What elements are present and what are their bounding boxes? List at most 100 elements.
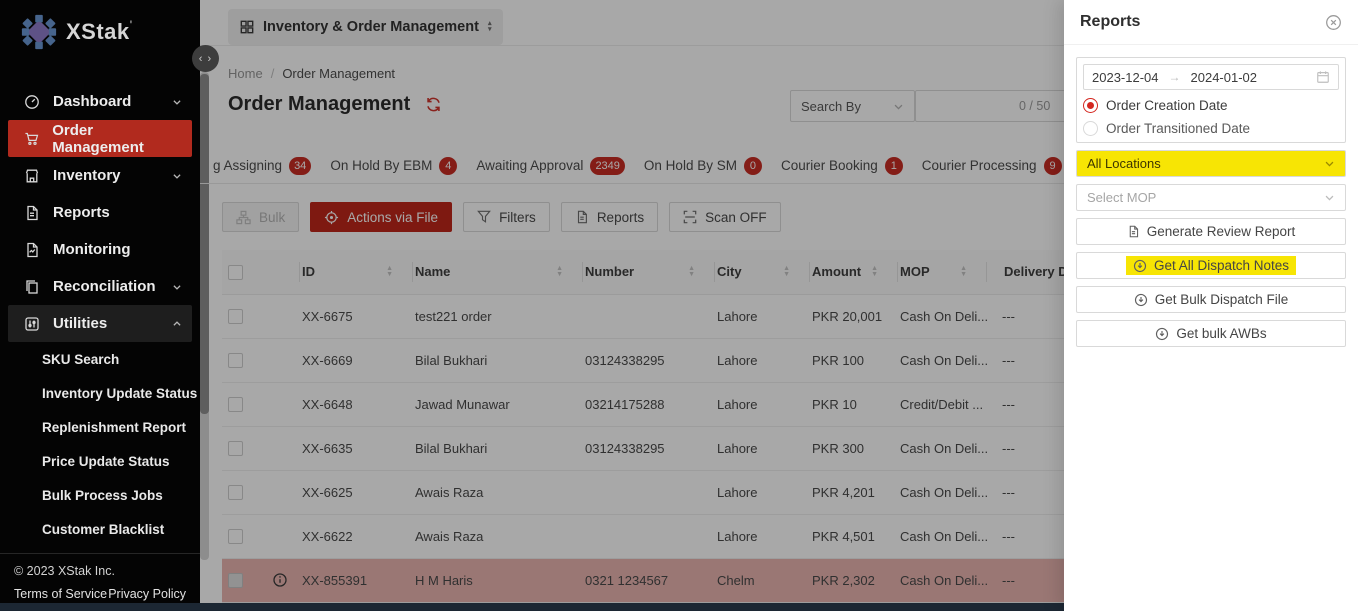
sidebar-subitem-replenishment-report[interactable]: Replenishment Report	[0, 410, 200, 444]
file-icon	[577, 210, 587, 224]
locations-select[interactable]: All Locations	[1076, 150, 1346, 177]
row-checkbox[interactable]	[228, 441, 243, 457]
select-all-checkbox[interactable]	[228, 264, 243, 280]
privacy-link[interactable]: Privacy Policy	[108, 587, 186, 601]
table-row-highlighted[interactable]: XX-855391 H M Haris 0321 1234567 Chelm PKR …	[222, 558, 1064, 603]
table-row[interactable]: XX-6669 Bilal Bukhari 03124338295 Lahore PK…	[222, 338, 1064, 383]
tab-label: Courier Processing	[921, 158, 1037, 173]
sidebar-item-monitoring[interactable]: Monitoring	[8, 231, 192, 268]
radio-selected-icon[interactable]	[1083, 98, 1098, 113]
filters-button-label: Filters	[499, 209, 536, 225]
refresh-icon[interactable]	[425, 96, 442, 113]
sort-icon[interactable]: ▲ ▼	[960, 264, 967, 278]
terms-link[interactable]: Terms of Service	[14, 587, 108, 601]
radio-unselected-icon[interactable]	[1083, 121, 1098, 136]
row-checkbox[interactable]	[228, 485, 243, 501]
chevron-down-icon	[1325, 195, 1334, 201]
app-switcher-button[interactable]: Inventory & Order Management ▴ ▾	[228, 9, 504, 45]
calendar-icon	[1317, 71, 1329, 83]
drawer-mask-overlay[interactable]	[200, 0, 1064, 611]
sidebar-item-label: Inventory	[53, 167, 121, 184]
generate-review-report-button[interactable]: Generate Review Report	[1076, 218, 1346, 245]
sliders-icon	[25, 316, 39, 331]
bulk-button[interactable]: Bulk	[222, 202, 300, 232]
radio-order-transitioned-date[interactable]: Order Transitioned Date	[1083, 121, 1339, 136]
table-row[interactable]: XX-6622 Awais Raza Lahore PKR 4,501 Cash On…	[222, 514, 1064, 559]
scan-toggle-button[interactable]: Scan OFF	[669, 202, 781, 232]
radio-order-creation-date[interactable]: Order Creation Date	[1083, 98, 1339, 113]
table-row[interactable]: XX-6635 Bilal Bukhari 03124338295 Lahore PK…	[222, 426, 1064, 471]
date-to-value[interactable]: 2024-01-02	[1190, 69, 1258, 85]
sidebar-item-label: Dashboard	[53, 93, 132, 110]
column-header-amount: Amount	[812, 264, 862, 280]
sort-icon[interactable]: ▲ ▼	[688, 264, 695, 278]
download-circle-icon	[1134, 293, 1147, 306]
copyright-text: © 2023 XStak Inc.	[14, 564, 115, 578]
tab-pending-assigning[interactable]: g Assigning 34	[213, 150, 312, 183]
sidebar-subitem-customer-blacklist[interactable]: Customer Blacklist	[0, 512, 200, 546]
sidebar-footer: © 2023 XStak Inc. Terms of Service Priva…	[0, 553, 200, 601]
row-checkbox[interactable]	[228, 573, 243, 589]
tab-badge: 9	[1043, 156, 1062, 175]
date-from-value[interactable]: 2023-12-04	[1092, 69, 1159, 85]
sidebar-item-reports[interactable]: Reports	[8, 194, 192, 231]
search-by-select[interactable]: Search By	[790, 90, 915, 122]
row-checkbox[interactable]	[228, 529, 243, 545]
table-row[interactable]: XX-6625 Awais Raza Lahore PKR 4,201 Cash On…	[222, 470, 1064, 515]
sidebar-item-reconciliation[interactable]: Reconciliation	[8, 268, 192, 305]
scrollbar-track[interactable]	[200, 72, 209, 560]
chevron-up-icon	[173, 320, 181, 326]
table-row[interactable]: XX-6648 Jawad Munawar 03214175288 Lahore PK…	[222, 382, 1064, 427]
bulk-button-label: Bulk	[259, 209, 286, 225]
info-icon[interactable]	[272, 572, 288, 588]
sidebar-item-utilities[interactable]: Utilities	[8, 305, 192, 342]
date-range-arrow: →	[1168, 70, 1181, 84]
actions-via-file-label: Actions via File	[347, 209, 439, 225]
sidebar-collapse-button[interactable]: ‹ ›	[192, 45, 219, 72]
sidebar-subitem-sku-search[interactable]: SKU Search	[0, 342, 200, 376]
get-bulk-dispatch-file-button[interactable]: Get Bulk Dispatch File	[1076, 286, 1346, 313]
sidebar-item-inventory[interactable]: Inventory	[8, 157, 192, 194]
sidebar-menu: Dashboard Order Management Inventory Rep…	[0, 83, 200, 546]
row-checkbox[interactable]	[228, 309, 243, 325]
sort-icon[interactable]: ▲ ▼	[386, 264, 393, 278]
sort-icon[interactable]: ▲ ▼	[783, 264, 790, 278]
sidebar-item-dashboard[interactable]: Dashboard	[8, 83, 192, 120]
scrollbar-thumb[interactable]	[200, 74, 209, 414]
sidebar-item-label: Monitoring	[53, 241, 131, 258]
sort-icon[interactable]: ▲ ▼	[871, 264, 878, 278]
locations-select-value: All Locations	[1087, 156, 1161, 171]
date-range-picker[interactable]: 2023-12-04 → 2024-01-02	[1083, 64, 1339, 90]
logo: XStak'	[0, 0, 200, 51]
actions-via-file-button[interactable]: Actions via File	[310, 202, 453, 232]
sidebar-subitem-price-update-status[interactable]: Price Update Status	[0, 444, 200, 478]
get-bulk-awbs-button[interactable]: Get bulk AWBs	[1076, 320, 1346, 347]
row-checkbox[interactable]	[228, 353, 243, 369]
get-all-dispatch-notes-button[interactable]: Get All Dispatch Notes	[1076, 252, 1346, 279]
dashboard-icon	[25, 94, 39, 109]
filters-button[interactable]: Filters	[463, 202, 550, 232]
sidebar-subitem-bulk-process-jobs[interactable]: Bulk Process Jobs	[0, 478, 200, 512]
row-checkbox[interactable]	[228, 397, 243, 413]
tab-courier-processing[interactable]: Courier Processing 9	[922, 150, 1062, 183]
tab-on-hold-by-sm[interactable]: On Hold By SM 0	[644, 150, 762, 183]
chevron-down-icon	[894, 104, 903, 109]
table-row[interactable]: XX-6675 test221 order Lahore PKR 20,001 Cas…	[222, 294, 1064, 339]
sidebar-subitem-inventory-update-status[interactable]: Inventory Update Status	[0, 376, 200, 410]
tab-badge: 1	[884, 156, 903, 175]
tab-awaiting-approval[interactable]: Awaiting Approval 2349	[476, 150, 625, 183]
tab-label: On Hold By EBM	[330, 158, 433, 173]
get-bulk-awbs-label: Get bulk AWBs	[1176, 326, 1267, 341]
search-input[interactable]: 0 / 50	[915, 90, 1064, 122]
reports-button[interactable]: Reports	[560, 202, 659, 232]
sort-icon[interactable]: ▲ ▼	[556, 264, 563, 278]
close-circle-icon[interactable]	[1325, 14, 1342, 31]
tab-badge: 34	[289, 156, 312, 175]
sidebar-item-order-management[interactable]: Order Management	[8, 120, 192, 157]
date-filter-group: 2023-12-04 → 2024-01-02 Order Creation D…	[1076, 57, 1346, 143]
tab-courier-booking[interactable]: Courier Booking 1	[781, 150, 903, 183]
tab-on-hold-by-ebm[interactable]: On Hold By EBM 4	[330, 150, 458, 183]
mop-select[interactable]: Select MOP	[1076, 184, 1346, 211]
breadcrumb-home[interactable]: Home	[228, 66, 263, 81]
